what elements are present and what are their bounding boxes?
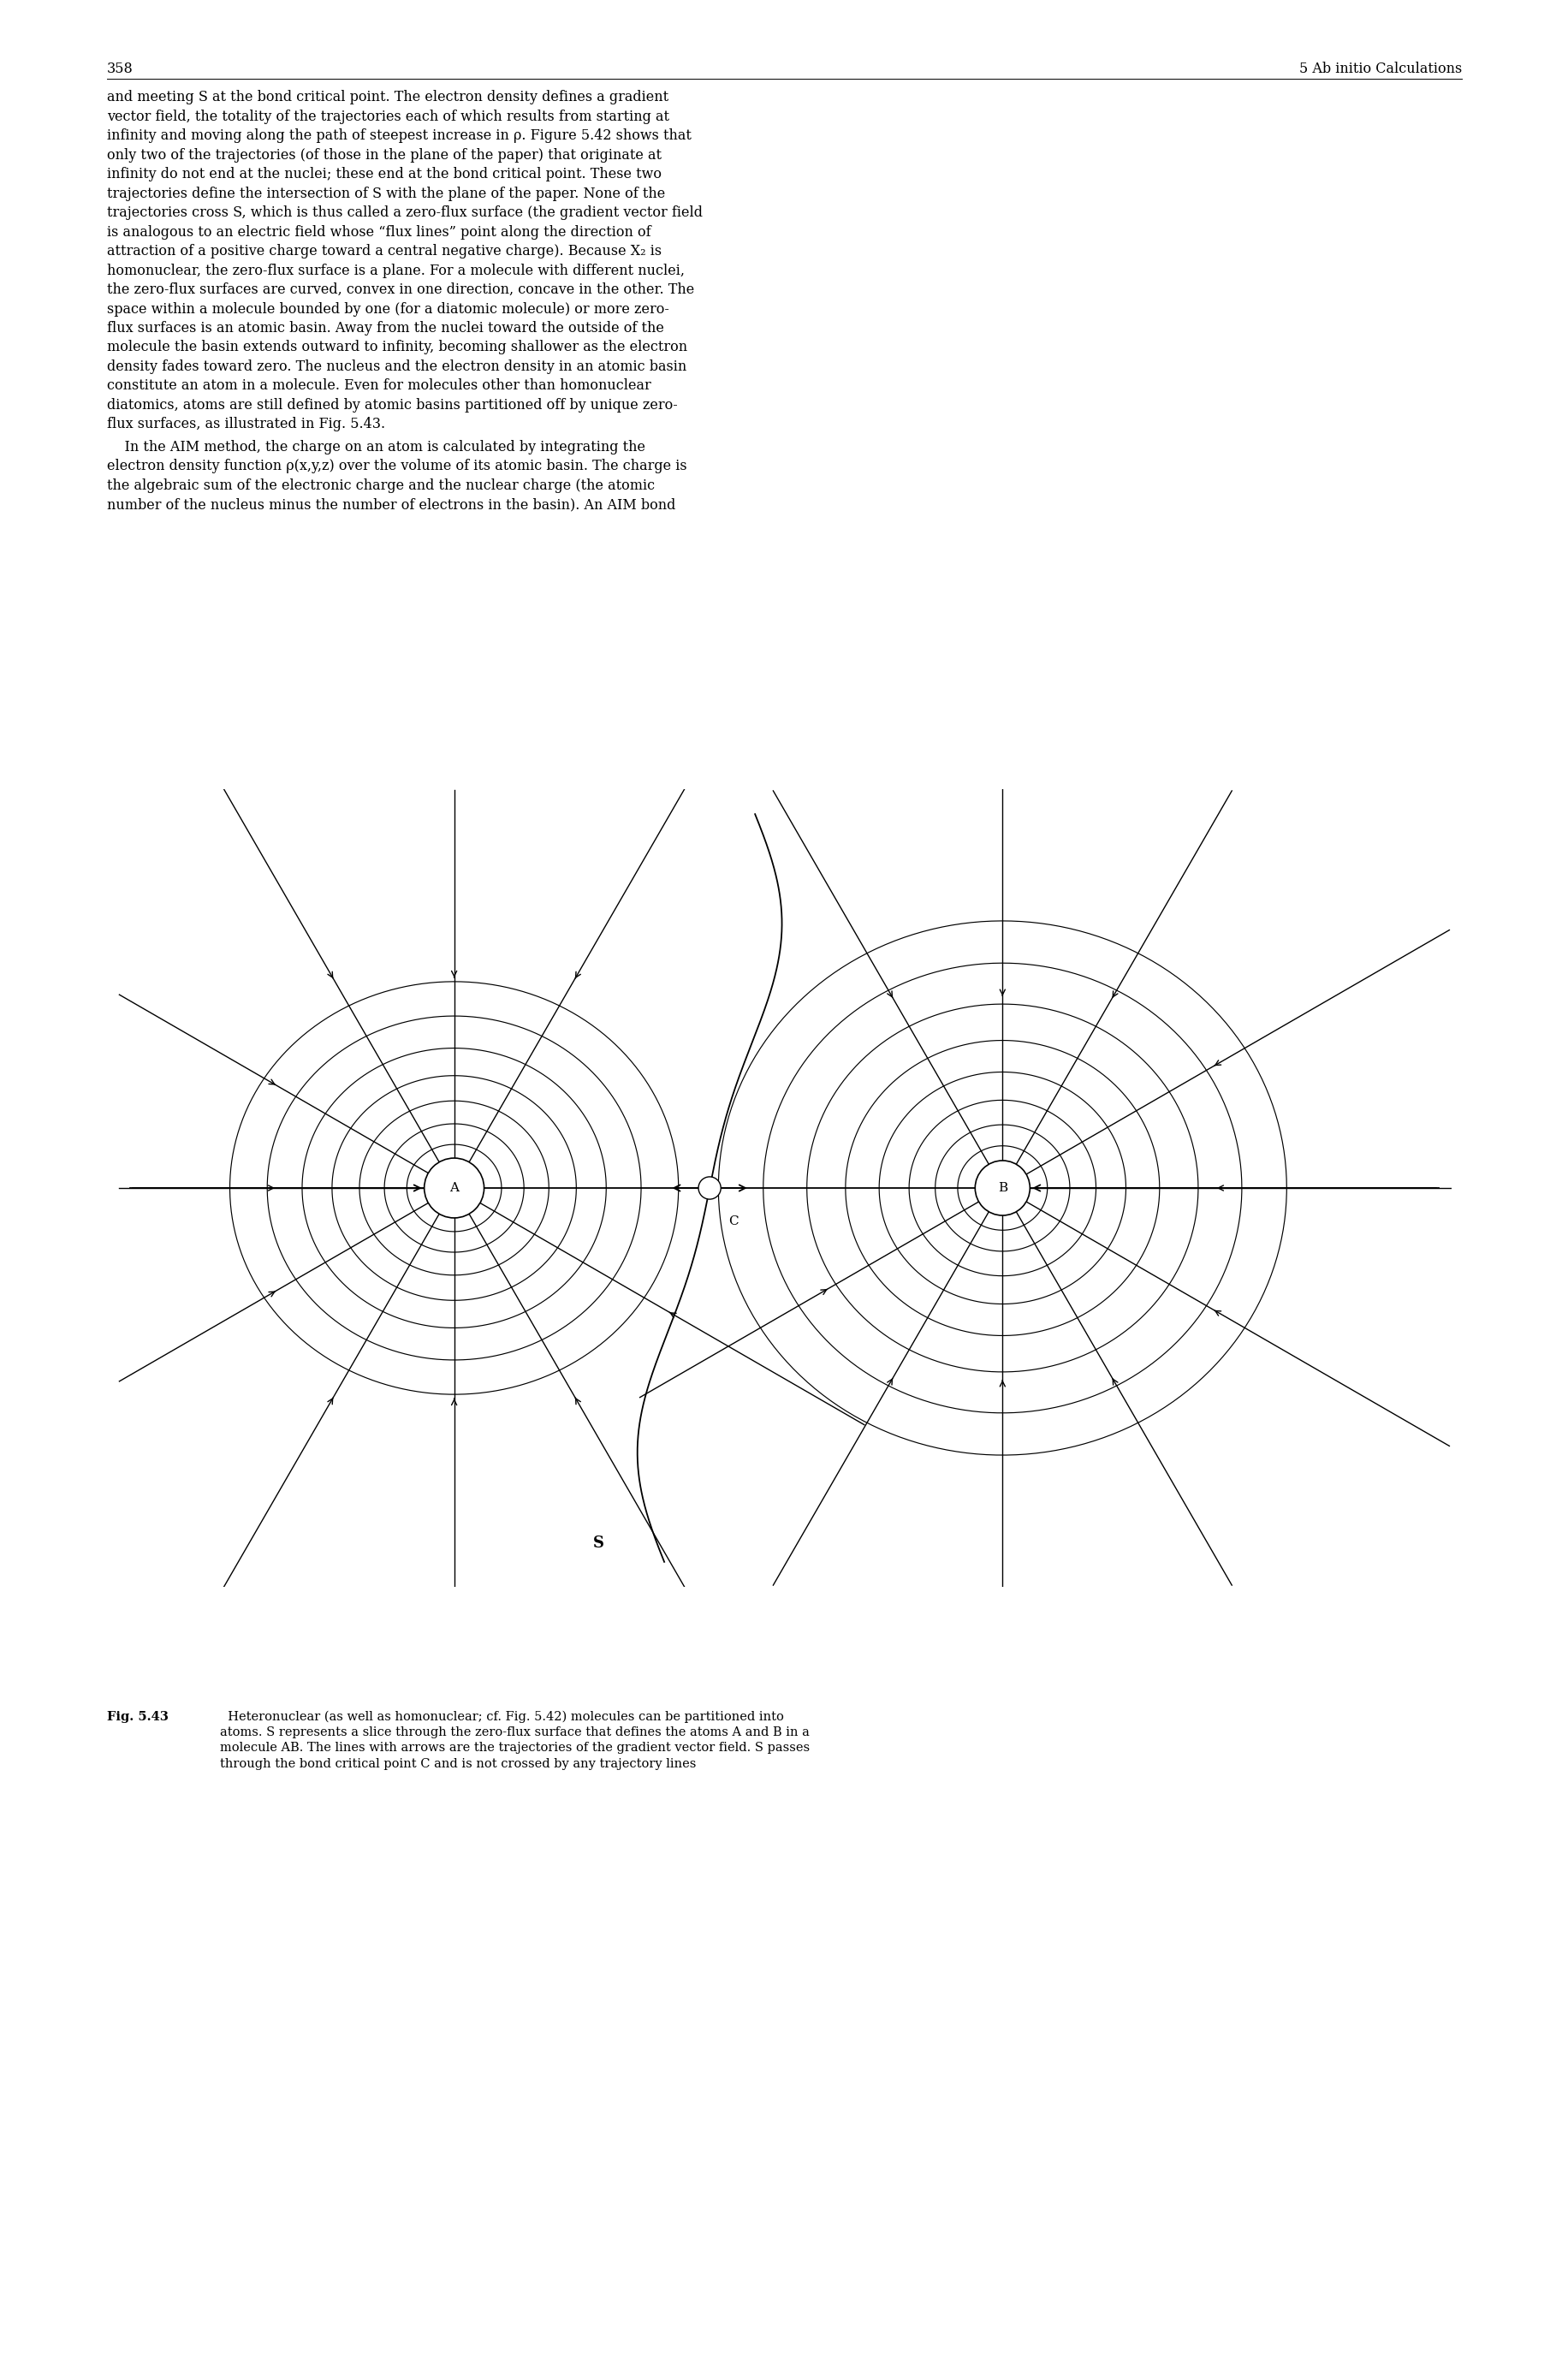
Circle shape (975, 1159, 1029, 1217)
Text: S: S (593, 1535, 604, 1552)
Text: Heteronuclear (as well as homonuclear; cf. Fig. 5.42) molecules can be partition: Heteronuclear (as well as homonuclear; c… (220, 1711, 809, 1770)
Text: A: A (448, 1181, 458, 1195)
Circle shape (698, 1176, 720, 1200)
Text: B: B (997, 1181, 1007, 1195)
Text: In the AIM method, the charge on an atom is calculated by integrating the
electr: In the AIM method, the charge on an atom… (107, 440, 687, 511)
Text: 358: 358 (107, 62, 133, 76)
Circle shape (423, 1157, 485, 1219)
Text: Fig. 5.43: Fig. 5.43 (107, 1711, 168, 1723)
Text: and meeting S at the bond critical point. The electron density defines a gradien: and meeting S at the bond critical point… (107, 90, 702, 432)
Text: 5 Ab initio Calculations: 5 Ab initio Calculations (1298, 62, 1461, 76)
Text: C: C (728, 1217, 739, 1228)
